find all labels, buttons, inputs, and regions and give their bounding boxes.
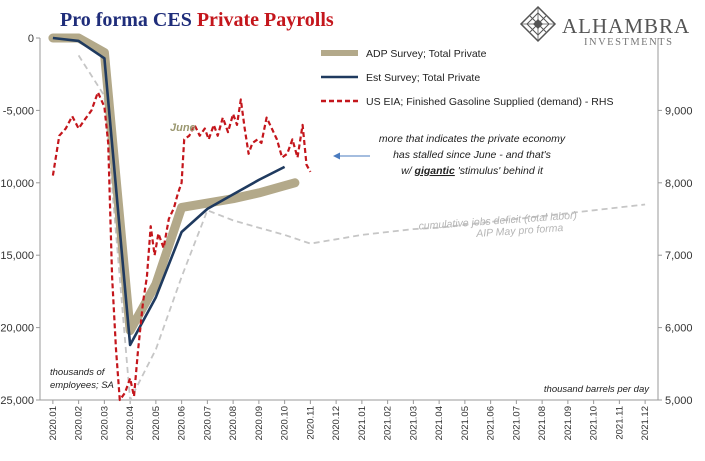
series-adp-line: ADP Survey; Total Private (48, 33, 300, 335)
x-axis-tick-label: 2021.02 (383, 406, 394, 440)
left-axis-tick-label: -15,000 (0, 250, 34, 262)
annotation-comment-line-1: more that indicates the private economy (379, 133, 566, 145)
x-axis-tick-label: 2020.01 (48, 406, 59, 440)
title-part-1: Pro forma CES (60, 9, 197, 31)
x-axis-tick-label: 2020.10 (280, 406, 291, 440)
x-axis-tick-label: 2021.12 (640, 406, 651, 440)
x-axis-tick-label: 2020.11 (305, 406, 316, 440)
annotation-right-unit: thousand barrels per day (544, 384, 650, 395)
logo-name: ALHAMBRA (562, 14, 690, 38)
x-axis-tick-label: 2021.04 (434, 406, 445, 440)
annotation-comment-pre: w/ (401, 165, 414, 177)
right-axis-tick-label: 7,000 (665, 250, 693, 262)
right-axis-tick-label: 8,000 (665, 178, 693, 190)
x-axis-tick-label: 2020.06 (177, 406, 188, 440)
annotation-left-unit-line-1: thousands of (50, 367, 106, 378)
x-axis-tick-label: 2021.09 (563, 406, 574, 440)
x-axis-tick-label: 2020.07 (202, 406, 213, 440)
left-axis-tick-label: -10,000 (0, 178, 34, 190)
left-axis-tick-label: -25,000 (0, 395, 34, 407)
legend-label-gas: US EIA; Finished Gasoline Supplied (dema… (366, 96, 613, 108)
x-axis-ticks: 2020.01 2020.02 2020.03 2020.04 2020.05 2020.… (48, 400, 651, 440)
x-axis-tick-label: 2020.05 (151, 406, 162, 440)
right-axis-tick-label: 9,000 (665, 105, 693, 117)
left-axis-tick-label: -20,000 (0, 323, 34, 335)
series-est-line: Est Survey; Total Private (52, 36, 286, 347)
series-layer: cumulative jobs deficit (total labor)ADP… (48, 33, 646, 402)
annotation-comment-line-3: w/ gigantic 'stimulus' behind it (401, 165, 544, 177)
legend: ADP Survey; Total Private Est Survey; To… (321, 48, 613, 108)
diamond-lattice-icon (519, 5, 557, 43)
logo-subtitle: INVESTMENTS (584, 37, 673, 48)
annotation-left-unit-line-2: employees; SA (50, 380, 114, 391)
alhambra-logo: ALHAMBRA INVESTMENTS (519, 5, 690, 48)
x-axis-tick-label: 2020.03 (99, 406, 110, 440)
left-axis-tick-label: 0 (28, 33, 34, 45)
x-axis-tick-label: 2020.12 (331, 406, 342, 440)
legend-label-adp: ADP Survey; Total Private (366, 48, 487, 60)
x-axis-tick-label: 2021.03 (408, 406, 419, 440)
annotation-arrow (333, 152, 370, 160)
x-axis-tick-label: 2021.05 (460, 406, 471, 440)
x-axis-tick-label: 2021.08 (537, 406, 548, 440)
x-axis-tick-label: 2020.02 (74, 406, 85, 440)
chart-title: Pro forma CES Private Payrolls (60, 9, 334, 31)
left-axis-tick-label: -5,000 (3, 105, 34, 117)
annotation-comment-line-2: has stalled since June - and that's (393, 149, 552, 161)
series-gasoline-line: US EIA; Finished Gasoline Supplied (dema… (51, 91, 312, 402)
x-axis-tick-label: 2021.06 (486, 406, 497, 440)
x-axis-tick-label: 2020.04 (125, 406, 136, 440)
right-axis-tick-label: 5,000 (665, 395, 693, 407)
annotation-june: June (170, 122, 196, 134)
x-axis-tick-label: 2021.11 (614, 406, 625, 440)
x-axis-tick-label: 2020.08 (228, 406, 239, 440)
series-jobs-deficit-line: cumulative jobs deficit (total labor) (77, 54, 646, 401)
x-axis-tick-label: 2021.01 (357, 406, 368, 440)
left-axis-ticks: 0 -5,000 -10,000 -15,000 -20,000 -25,000 (0, 33, 40, 407)
x-axis-tick-label: 2020.09 (254, 406, 265, 440)
legend-label-est: Est Survey; Total Private (366, 72, 480, 84)
right-axis-tick-label: 6,000 (665, 323, 693, 335)
x-axis-tick-label: 2021.07 (511, 406, 522, 440)
annotation-comment-post: 'stimulus' behind it (455, 165, 544, 177)
right-axis-ticks: 9,000 8,000 7,000 6,000 5,000 (658, 105, 693, 407)
x-axis-tick-label: 2021.10 (589, 406, 600, 440)
title-part-2: Private Payrolls (197, 9, 334, 31)
annotation-comment-bold: gigantic (414, 165, 455, 177)
